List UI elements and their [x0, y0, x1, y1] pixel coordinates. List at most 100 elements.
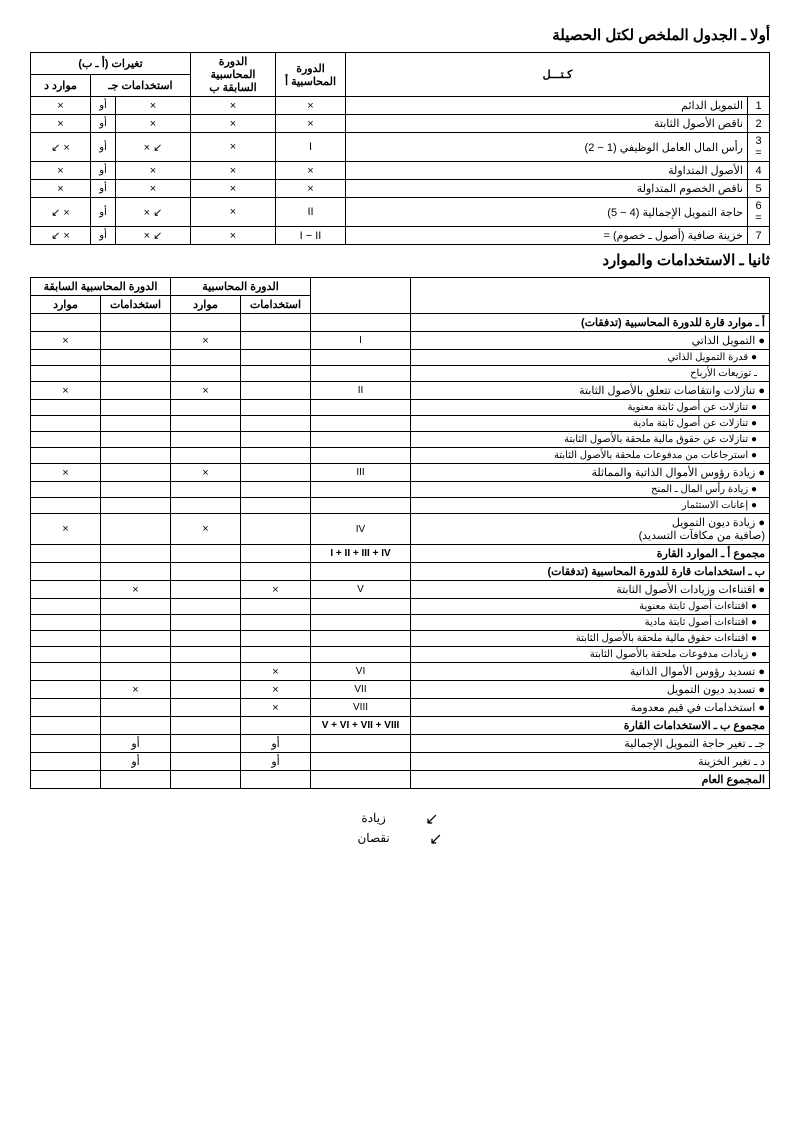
cell-u2 — [101, 482, 171, 498]
table-row: ● اقتناءات أصول ثابتة مادية — [31, 615, 770, 631]
cell-r1: × — [171, 464, 241, 482]
cell-r1 — [171, 663, 241, 681]
legend: ↙ زيادة ↙ نقصان — [30, 809, 770, 849]
table-row: ● تنازلات وانتقاصات تتعلق بالأصول الثابت… — [31, 382, 770, 400]
cell-u2 — [101, 416, 171, 432]
cell-u2 — [101, 366, 171, 382]
cell-r2: × — [31, 382, 101, 400]
cell-r1 — [171, 681, 241, 699]
cell-r2 — [31, 545, 101, 563]
cell-or: أو — [91, 162, 116, 180]
cell-u2 — [101, 448, 171, 464]
cell-r1 — [171, 314, 241, 332]
section1-title: أولا ـ الجدول الملخص لكتل الحصيلة — [30, 26, 770, 44]
row-label: رأس المال العامل الوظيفي (1 − 2) — [346, 133, 748, 162]
cell-u2 — [101, 514, 171, 545]
table-row: ● استرجاعات من مدفوعات ملحقة بالأصول الث… — [31, 448, 770, 464]
cell-a: × — [276, 97, 346, 115]
cell-d: × ↙ — [31, 198, 91, 227]
cell-u1 — [241, 382, 311, 400]
t2-blank-head — [411, 278, 770, 314]
cell-r1 — [171, 631, 241, 647]
cell-u1 — [241, 563, 311, 581]
cell-r1 — [171, 448, 241, 464]
cell-d: × — [31, 162, 91, 180]
cell-r1 — [171, 771, 241, 789]
table-row: جـ ـ تغير حاجة التمويل الإجماليةأوأو — [31, 735, 770, 753]
table-row: ● تنازلات عن أصول ثابتة معنوية — [31, 400, 770, 416]
cell-r1 — [171, 366, 241, 382]
row-label: ناقص الخصوم المتداولة — [346, 180, 748, 198]
t2-h-res2: موارد — [31, 296, 101, 314]
row-number: 6 = — [748, 198, 770, 227]
cell-r2 — [31, 498, 101, 514]
cell-u1: × — [241, 681, 311, 699]
cell-c: × — [116, 180, 191, 198]
cell-or: أو — [91, 133, 116, 162]
table-row: ● قدرة التمويل الذاتي — [31, 350, 770, 366]
cell-r2 — [31, 416, 101, 432]
row-label: ● زيادات مدفوعات ملحقة بالأصول الثابتة — [411, 647, 770, 663]
cell-r1 — [171, 615, 241, 631]
t1-h-changes: تغيرات (أ ـ ب) — [31, 53, 191, 75]
cell-r1 — [171, 498, 241, 514]
cell-a: × — [276, 115, 346, 133]
t2-blank-code — [311, 278, 411, 314]
section2-title: ثانيا ـ الاستخدامات والموارد — [30, 251, 770, 269]
row-code: III — [311, 464, 411, 482]
cell-r2 — [31, 314, 101, 332]
table-row: ● اقتناءات وزيادات الأصول الثابتةV×× — [31, 581, 770, 599]
row-code — [311, 498, 411, 514]
cell-r1: × — [171, 382, 241, 400]
table-row: ● اقتناءات حقوق مالية ملحقة بالأصول الثا… — [31, 631, 770, 647]
table-row: ● زيادة ديون التمويل(صافية من مكافآت الت… — [31, 514, 770, 545]
row-label: ● زيادة رؤوس الأموال الذاتية والمماثلة — [411, 464, 770, 482]
table-row: 5ناقص الخصوم المتداولة×××أو× — [31, 180, 770, 198]
cell-r1 — [171, 350, 241, 366]
cell-r2 — [31, 599, 101, 615]
row-label: ● اقتناءات أصول ثابتة معنوية — [411, 599, 770, 615]
cell-a: I − II — [276, 227, 346, 245]
cell-c: × — [116, 162, 191, 180]
cell-r1 — [171, 599, 241, 615]
row-label: ● تنازلات عن أصول ثابتة معنوية — [411, 400, 770, 416]
t1-h-uses: استخدامات جـ — [91, 75, 191, 97]
cell-u1: أو — [241, 735, 311, 753]
row-code: II — [311, 382, 411, 400]
cell-u1 — [241, 464, 311, 482]
row-number: 2 — [748, 115, 770, 133]
cell-u1 — [241, 631, 311, 647]
cell-u1 — [241, 514, 311, 545]
row-code — [311, 416, 411, 432]
cell-u2 — [101, 382, 171, 400]
cell-r2 — [31, 432, 101, 448]
table-row: د ـ تغير الخزينةأوأو — [31, 753, 770, 771]
cell-r1 — [171, 400, 241, 416]
row-label: ● تسديد ديون التمويل — [411, 681, 770, 699]
row-label: ● تنازلات وانتقاصات تتعلق بالأصول الثابت… — [411, 382, 770, 400]
t1-h-label: كـتـــل — [346, 53, 770, 97]
row-label: ● إعانات الاستثمار — [411, 498, 770, 514]
cell-a: × — [276, 162, 346, 180]
cell-u1: × — [241, 663, 311, 681]
row-label: ● استرجاعات من مدفوعات ملحقة بالأصول الث… — [411, 448, 770, 464]
legend-increase: زيادة — [361, 811, 385, 825]
table-row: مجموع أ ـ الموارد القارةI + II + III + I… — [31, 545, 770, 563]
row-label: جـ ـ تغير حاجة التمويل الإجمالية — [411, 735, 770, 753]
cell-u1 — [241, 545, 311, 563]
cell-r1 — [171, 735, 241, 753]
row-label: ● تنازلات عن أصول ثابتة مادية — [411, 416, 770, 432]
row-code — [311, 631, 411, 647]
cell-r2 — [31, 681, 101, 699]
cell-or: أو — [91, 227, 116, 245]
cell-or: أو — [91, 180, 116, 198]
table2: الدورة المحاسبية الدورة المحاسبية السابق… — [30, 277, 770, 789]
cell-r1: × — [171, 514, 241, 545]
cell-u1 — [241, 350, 311, 366]
row-label: أ ـ موارد قارة للدورة المحاسبية (تدفقات) — [411, 314, 770, 332]
row-label: ● تنازلات عن حقوق مالية ملحقة بالأصول ال… — [411, 432, 770, 448]
table-row: 3 =رأس المال العامل الوظيفي (1 − 2)I×↙ ×… — [31, 133, 770, 162]
row-code — [311, 482, 411, 498]
t1-h-cycle-b: الدورة المحاسبية السابقة ب — [191, 53, 276, 97]
cell-b: × — [191, 115, 276, 133]
